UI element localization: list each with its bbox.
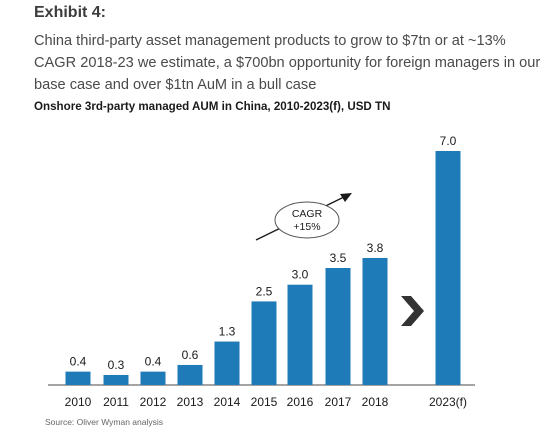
source-note: Source: Oliver Wyman analysis — [45, 417, 164, 427]
bar-2023(f) — [435, 151, 461, 385]
bar-2012 — [140, 371, 166, 385]
exhibit-label: Exhibit 4: — [34, 4, 107, 21]
tick-label-2015: 2015 — [251, 395, 278, 409]
bar-2010 — [65, 371, 91, 385]
data-label-2018: 3.8 — [367, 241, 384, 255]
tick-label-2016: 2016 — [287, 395, 314, 409]
bar-2017 — [325, 268, 351, 385]
data-label-2012: 0.4 — [145, 355, 162, 369]
data-label-2015: 2.5 — [256, 284, 273, 298]
cagr-label: CAGR — [292, 208, 323, 220]
cagr-bubble — [274, 201, 340, 239]
bar-2016 — [287, 284, 313, 385]
data-label-2016: 3.0 — [292, 268, 309, 282]
cagr-value: +15% — [293, 221, 320, 233]
tick-label-2013: 2013 — [177, 395, 204, 409]
data-label-2023(f): 7.0 — [440, 134, 457, 148]
bar-2014 — [214, 341, 240, 385]
tick-label-2023(f): 2023(f) — [429, 395, 467, 409]
chart-title: Onshore 3rd-party managed AUM in China, … — [34, 100, 391, 113]
data-label-2011: 0.3 — [108, 358, 125, 372]
data-label-2017: 3.5 — [330, 251, 347, 265]
bar-2011 — [103, 374, 129, 385]
tick-label-2018: 2018 — [362, 395, 389, 409]
tick-label-2010: 2010 — [65, 395, 92, 409]
tick-label-2012: 2012 — [140, 395, 167, 409]
bar-2013 — [177, 364, 203, 385]
data-label-2014: 1.3 — [219, 325, 236, 339]
data-label-2013: 0.6 — [182, 348, 199, 362]
bar-2015 — [251, 301, 277, 385]
bar-2018 — [362, 257, 388, 385]
data-label-2010: 0.4 — [70, 355, 87, 369]
cagr-arrow-head — [340, 193, 352, 202]
tick-label-2011: 2011 — [103, 395, 129, 409]
tick-label-2014: 2014 — [214, 395, 241, 409]
tick-label-2017: 2017 — [325, 395, 352, 409]
chevron-right-icon — [401, 296, 424, 326]
exhibit-subtitle: China third-party asset management produ… — [34, 33, 541, 93]
